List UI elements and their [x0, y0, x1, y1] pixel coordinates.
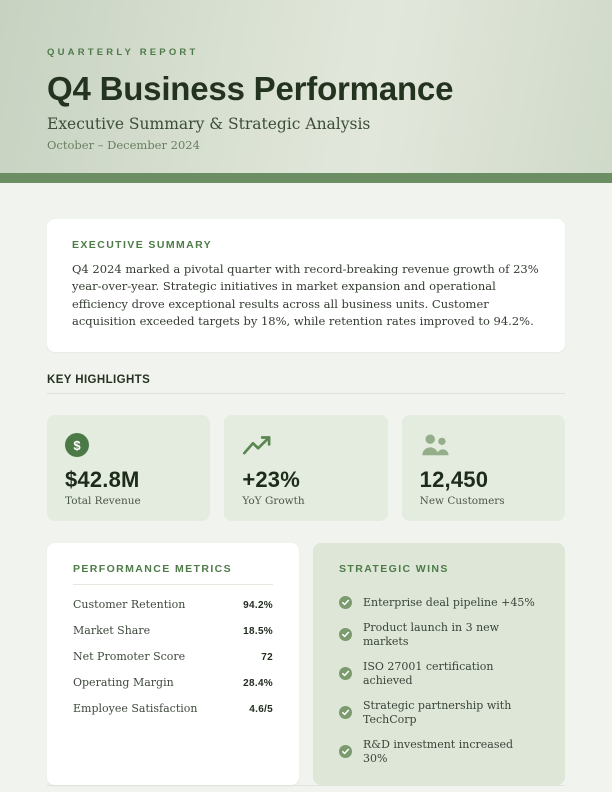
metric-row: Customer Retention 94.2% — [73, 592, 273, 618]
win-text: Enterprise deal pipeline +45% — [363, 595, 535, 609]
metric-label: Customer Retention — [73, 598, 186, 611]
key-highlights-heading: KEY HIGHLIGHTS — [47, 374, 151, 386]
metric-value: 72 — [261, 652, 273, 663]
performance-metrics-heading: PERFORMANCE METRICS — [73, 563, 233, 575]
page-content: EXECUTIVE SUMMARY Q4 2024 marked a pivot… — [0, 183, 612, 785]
metric-label: Market Share — [73, 624, 151, 637]
performance-metrics-card: PERFORMANCE METRICS Customer Retention 9… — [47, 543, 299, 785]
executive-summary-card: EXECUTIVE SUMMARY Q4 2024 marked a pivot… — [47, 219, 565, 352]
list-item: Strategic partnership with TechCorp — [339, 693, 539, 732]
metric-label: Operating Margin — [73, 676, 174, 689]
metric-value: 4.6/5 — [249, 704, 273, 715]
win-text: Product launch in 3 new markets — [363, 620, 500, 648]
stat-value: +23% — [242, 467, 301, 492]
metric-row: Employee Satisfaction 4.6/5 — [73, 696, 273, 722]
page-title: Q4 Business Performance — [47, 70, 454, 107]
trend-up-icon — [243, 436, 271, 455]
page-subtitle: Executive Summary & Strategic Analysis — [47, 115, 371, 134]
metric-value: 18.5% — [243, 626, 273, 637]
list-item: Product launch in 3 new markets — [339, 615, 539, 654]
executive-summary-body: Q4 2024 marked a pivotal quarter with re… — [72, 262, 539, 328]
users-icon — [422, 434, 449, 456]
stat-label: YoY Growth — [242, 495, 305, 507]
check-circle-icon — [339, 596, 352, 609]
date-range: October – December 2024 — [47, 138, 200, 153]
list-item: R&D investment increased 30% — [339, 732, 539, 771]
stat-card-yoy-growth: +23% YoY Growth — [224, 415, 388, 521]
stat-card-new-customers: 12,450 New Customers — [401, 415, 565, 521]
metric-row: Operating Margin 28.4% — [73, 670, 273, 696]
stat-label: New Customers — [419, 495, 505, 507]
list-item: Enterprise deal pipeline +45% — [339, 590, 539, 615]
check-circle-icon — [339, 667, 352, 680]
metric-label: Employee Satisfaction — [73, 702, 198, 715]
stat-label: Total Revenue — [65, 495, 141, 507]
stat-value: $42.8M — [65, 467, 140, 492]
metric-row: Market Share 18.5% — [73, 618, 273, 644]
metric-row: Net Promoter Score 72 — [73, 644, 273, 670]
footer-divider — [47, 785, 565, 786]
check-circle-icon — [339, 745, 352, 758]
dollar-icon: $ — [65, 433, 89, 457]
header-accent-band — [0, 173, 612, 183]
strategic-wins-heading: STRATEGIC WINS — [339, 563, 449, 575]
metric-label: Net Promoter Score — [73, 650, 186, 663]
strategic-wins-list: Enterprise deal pipeline +45% Product la… — [339, 590, 539, 771]
check-circle-icon — [339, 706, 352, 719]
performance-metrics-divider — [73, 584, 273, 585]
stat-value: 12,450 — [419, 467, 489, 492]
page-footer: Confidential – Internal Use Only Page 1 … — [0, 785, 612, 792]
check-circle-icon — [339, 628, 352, 641]
win-text: R&D investment increased 30% — [363, 737, 514, 765]
executive-summary-heading: EXECUTIVE SUMMARY — [72, 239, 213, 251]
detail-columns: PERFORMANCE METRICS Customer Retention 9… — [47, 543, 565, 785]
win-text: Strategic partnership with TechCorp — [363, 698, 512, 726]
stats-grid: $ $42.8M Total Revenue +23% YoY Growth — [47, 415, 565, 521]
stat-card-total-revenue: $ $42.8M Total Revenue — [47, 415, 211, 521]
report-eyebrow: QUARTERLY REPORT — [47, 47, 199, 58]
list-item: ISO 27001 certification achieved — [339, 654, 539, 693]
win-text: ISO 27001 certification achieved — [363, 659, 494, 687]
metric-value: 28.4% — [243, 678, 273, 689]
metric-value: 94.2% — [243, 600, 273, 611]
key-highlights-divider — [47, 393, 565, 394]
page-header: QUARTERLY REPORT Q4 Business Performance… — [0, 0, 612, 173]
strategic-wins-card: STRATEGIC WINS Enterprise deal pipeline … — [313, 543, 565, 785]
